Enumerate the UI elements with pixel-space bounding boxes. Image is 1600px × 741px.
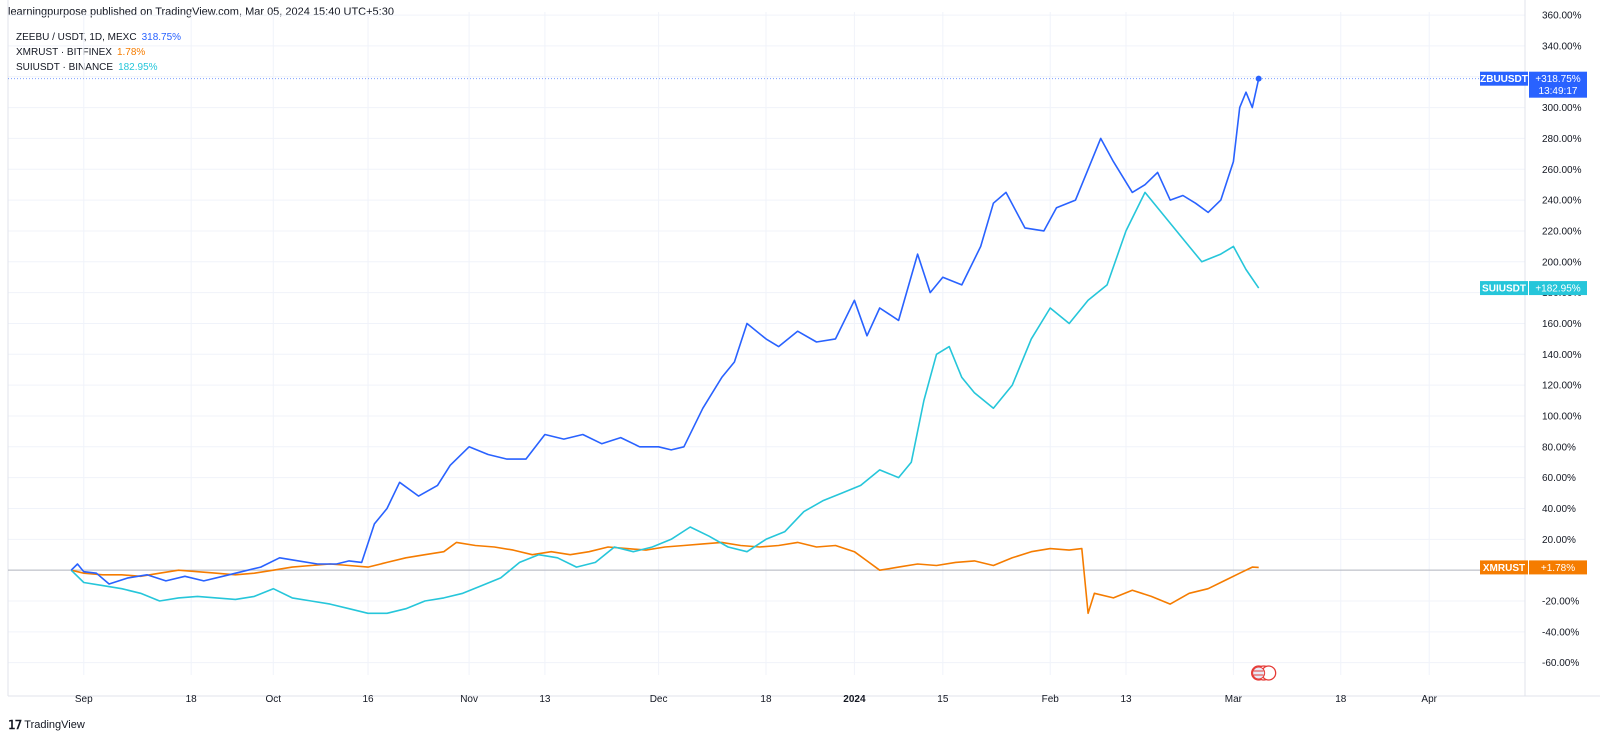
legend-item-suiusdt[interactable]: SUIUSDT · BINANCE 182.95% xyxy=(16,60,181,75)
series-value-badge-text: +318.75% xyxy=(1535,74,1580,85)
series-name-tag-text: XMRUST xyxy=(1483,563,1525,574)
legend-label: SUIUSDT · BINANCE xyxy=(16,62,114,73)
x-tick-label: Nov xyxy=(460,694,478,705)
series-value-badge xyxy=(1529,560,1587,575)
y-tick-label: 300.00% xyxy=(1542,103,1582,114)
series-line-xmrust[interactable] xyxy=(71,541,1259,615)
series-name-tag xyxy=(1480,560,1528,575)
y-tick-label: -60.00% xyxy=(1542,658,1579,669)
y-tick-label: 80.00% xyxy=(1542,442,1576,453)
y-tick-label: 260.00% xyxy=(1542,165,1582,176)
legend-value: 318.75% xyxy=(141,32,182,43)
legend-value: 1.78% xyxy=(116,47,146,58)
x-tick-label: Apr xyxy=(1421,694,1437,705)
us-flag-icon[interactable] xyxy=(1252,666,1266,680)
series-line-zbuusdt[interactable] xyxy=(70,78,1260,585)
tradingview-logo-icon: 𝟣𝟩 xyxy=(8,718,22,732)
legend-label: XMRUST · BITFINEX xyxy=(16,47,112,58)
y-tick-label: 360.00% xyxy=(1542,11,1582,22)
legend-item-zeebu[interactable]: ZEEBU / USDT, 1D, MEXC 318.75% xyxy=(16,30,181,45)
x-tick-label: 16 xyxy=(362,694,374,705)
x-tick-label: Sep xyxy=(75,694,93,705)
footer: 𝟣𝟩 TradingView xyxy=(8,718,85,732)
x-tick-label: Oct xyxy=(266,694,282,705)
series-countdown-text: 13:49:17 xyxy=(1539,86,1578,97)
x-tick-label: 15 xyxy=(937,694,949,705)
y-tick-label: 120.00% xyxy=(1542,381,1582,392)
y-tick-label: 20.00% xyxy=(1542,535,1576,546)
series-name-tag xyxy=(1480,281,1528,296)
x-tick-label: 18 xyxy=(186,694,198,705)
y-tick-label: 160.00% xyxy=(1542,319,1582,330)
series-value-badge xyxy=(1529,71,1587,98)
legend-label: ZEEBU / USDT, 1D, MEXC xyxy=(16,32,137,43)
y-tick-label: -20.00% xyxy=(1542,596,1579,607)
legend-value: 182.95% xyxy=(118,62,158,73)
x-tick-label: 13 xyxy=(1120,694,1132,705)
y-tick-label: 220.00% xyxy=(1542,226,1582,237)
chart-legend: ZEEBU / USDT, 1D, MEXC 318.75% XMRUST · B… xyxy=(16,30,181,75)
y-tick-label: 140.00% xyxy=(1542,350,1582,361)
y-tick-label: 60.00% xyxy=(1542,473,1576,484)
x-tick-label: Dec xyxy=(650,694,668,705)
y-tick-label: 200.00% xyxy=(1542,257,1582,268)
series-line-suiusdt[interactable] xyxy=(70,191,1260,615)
series-value-badge-text: +182.95% xyxy=(1535,284,1580,295)
y-tick-label: 40.00% xyxy=(1542,504,1576,515)
series-name-tag-text: SUIUSDT xyxy=(1482,284,1526,295)
y-tick-label: 100.00% xyxy=(1542,411,1582,422)
x-tick-label: Feb xyxy=(1042,694,1060,705)
series-name-tag-text: ZBUUSDT xyxy=(1480,74,1528,85)
legend-item-xmrust[interactable]: XMRUST · BITFINEX 1.78% xyxy=(16,45,181,60)
series-name-tag xyxy=(1480,71,1528,86)
y-tick-label: 340.00% xyxy=(1542,41,1582,52)
y-tick-label: -40.00% xyxy=(1542,627,1579,638)
y-tick-label: 280.00% xyxy=(1542,134,1582,145)
footer-brand: TradingView xyxy=(24,719,85,731)
y-tick-label: 240.00% xyxy=(1542,196,1582,207)
x-tick-label: 13 xyxy=(539,694,551,705)
x-tick-label: 18 xyxy=(760,694,772,705)
x-tick-label: 18 xyxy=(1335,694,1347,705)
x-tick-label: Mar xyxy=(1225,694,1243,705)
series-value-badge-text: +1.78% xyxy=(1541,563,1575,574)
x-tick-label: 2024 xyxy=(843,694,866,705)
last-price-dot xyxy=(1255,75,1262,82)
series-value-badge xyxy=(1529,281,1587,296)
